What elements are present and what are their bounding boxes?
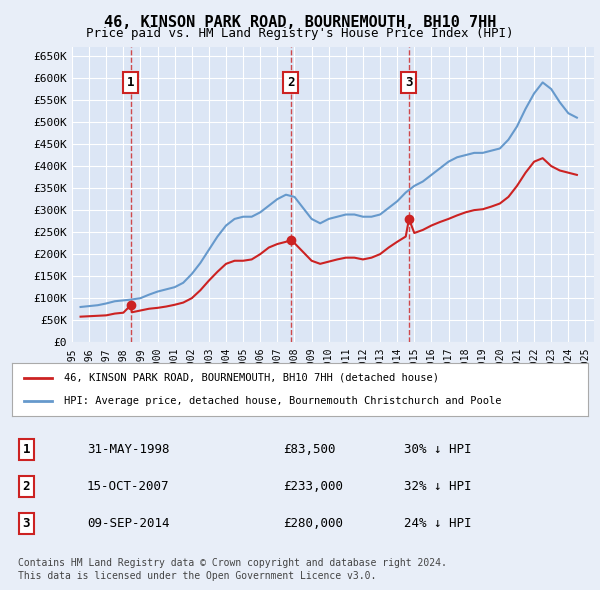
Text: 32% ↓ HPI: 32% ↓ HPI (404, 480, 471, 493)
Text: 30% ↓ HPI: 30% ↓ HPI (404, 443, 471, 456)
Text: £233,000: £233,000 (283, 480, 343, 493)
Text: 3: 3 (405, 76, 413, 89)
Text: 24% ↓ HPI: 24% ↓ HPI (404, 517, 471, 530)
Text: 15-OCT-2007: 15-OCT-2007 (87, 480, 169, 493)
Text: HPI: Average price, detached house, Bournemouth Christchurch and Poole: HPI: Average price, detached house, Bour… (64, 396, 502, 406)
Text: 1: 1 (23, 443, 30, 456)
Text: Price paid vs. HM Land Registry's House Price Index (HPI): Price paid vs. HM Land Registry's House … (86, 27, 514, 40)
Text: 46, KINSON PARK ROAD, BOURNEMOUTH, BH10 7HH (detached house): 46, KINSON PARK ROAD, BOURNEMOUTH, BH10 … (64, 373, 439, 383)
Text: £83,500: £83,500 (283, 443, 335, 456)
Text: 3: 3 (23, 517, 30, 530)
Text: 2: 2 (287, 76, 295, 89)
Text: 31-MAY-1998: 31-MAY-1998 (87, 443, 169, 456)
Text: 09-SEP-2014: 09-SEP-2014 (87, 517, 169, 530)
Text: 2: 2 (23, 480, 30, 493)
Text: £280,000: £280,000 (283, 517, 343, 530)
Text: This data is licensed under the Open Government Licence v3.0.: This data is licensed under the Open Gov… (18, 571, 376, 581)
Text: 46, KINSON PARK ROAD, BOURNEMOUTH, BH10 7HH: 46, KINSON PARK ROAD, BOURNEMOUTH, BH10 … (104, 15, 496, 30)
Text: Contains HM Land Registry data © Crown copyright and database right 2024.: Contains HM Land Registry data © Crown c… (18, 558, 447, 568)
Text: 1: 1 (127, 76, 134, 89)
